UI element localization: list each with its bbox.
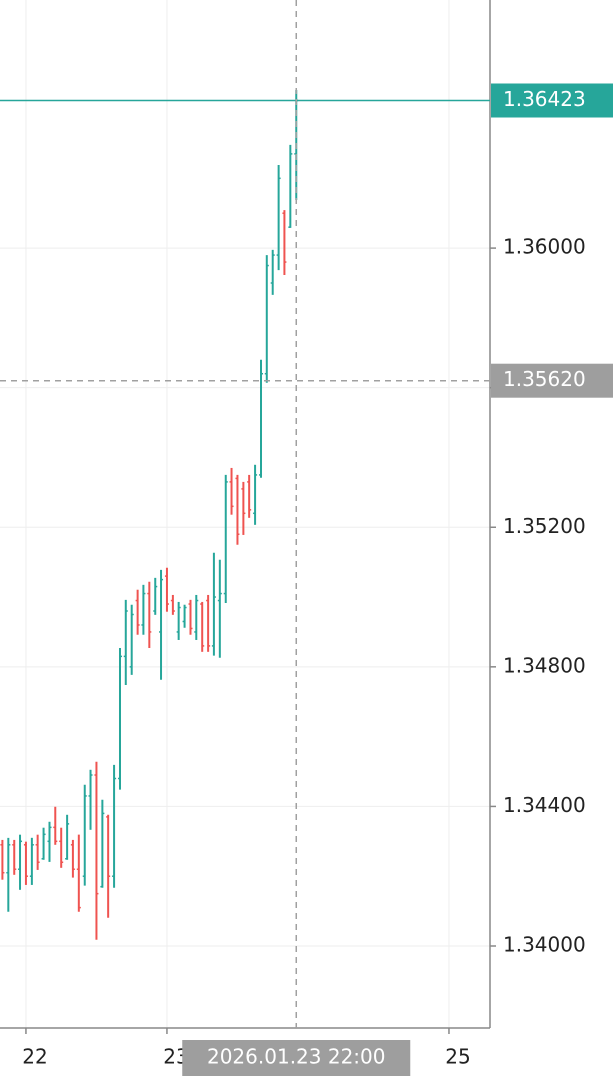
y-tick-label: 1.34800 [503, 653, 586, 677]
y-tick-label: 1.36000 [503, 235, 586, 259]
last-price-box [491, 83, 613, 118]
crosshair-y-box [491, 363, 613, 398]
y-tick-label: 1.34000 [503, 932, 586, 956]
crosshair-x-label: 2026.01.23 22:00 [207, 1045, 386, 1069]
y-tick-label: 1.35200 [503, 514, 586, 538]
x-tick-label: 25 [445, 1045, 470, 1069]
crosshair-y-label: 1.35620 [503, 367, 586, 391]
y-tick-label: 1.34400 [503, 793, 586, 817]
crosshair-x-box [182, 1040, 411, 1076]
x-tick-label: 22 [22, 1045, 47, 1069]
last-price-label: 1.36423 [503, 87, 586, 111]
